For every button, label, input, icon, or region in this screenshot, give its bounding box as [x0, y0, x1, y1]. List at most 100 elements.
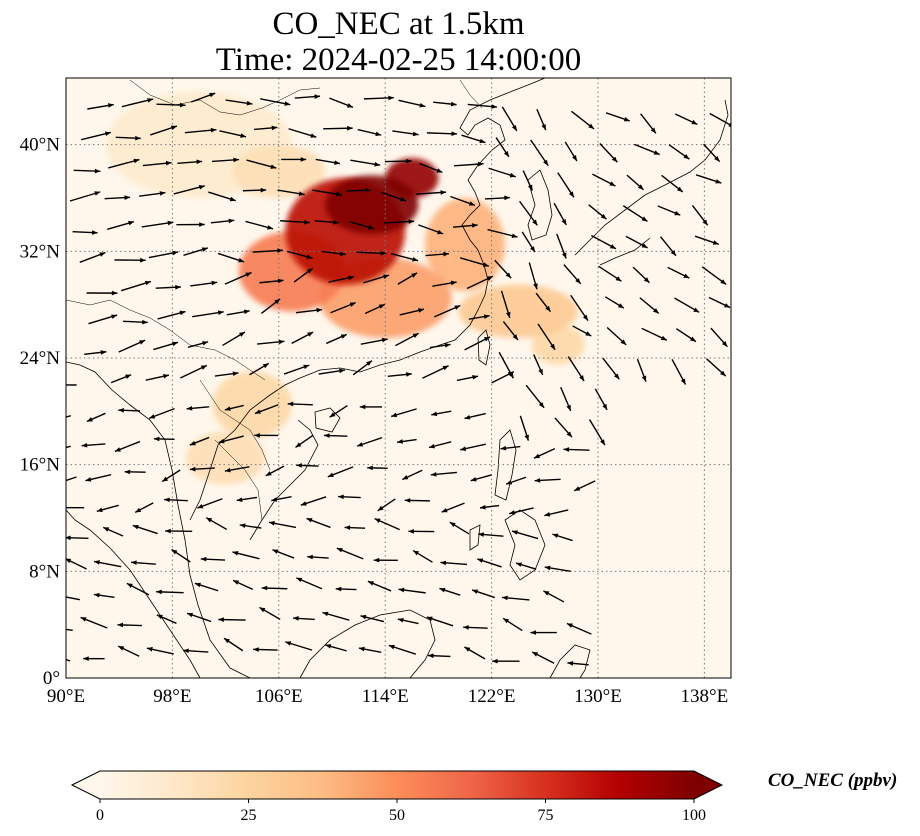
wind-arrow-233 — [107, 220, 135, 230]
wind-arrow-57 — [412, 549, 433, 563]
wind-arrow-22 — [259, 606, 281, 621]
wind-arrow-217 — [217, 252, 245, 263]
wind-arrow-168 — [498, 351, 515, 379]
wind-arrow-246 — [556, 233, 567, 259]
wind-arrow-193 — [710, 327, 728, 348]
wind-arrow-232 — [72, 230, 98, 235]
map-area[interactable] — [44, 77, 734, 679]
wind-arrow-176 — [123, 319, 148, 325]
lon-tick-label-4: 122°E — [468, 686, 516, 707]
wind-arrow-113 — [218, 435, 244, 444]
wind-arrow-277 — [315, 158, 341, 165]
wind-arrow-32 — [66, 596, 80, 601]
wind-arrow-241 — [383, 219, 415, 224]
wind-arrow-221 — [356, 250, 387, 256]
wind-arrow-42 — [398, 587, 426, 594]
wind-arrow-259 — [346, 188, 371, 193]
co-plume-5 — [458, 284, 579, 339]
wind-arrow-287 — [661, 174, 684, 193]
wind-arrow-314 — [294, 94, 321, 99]
wind-arrow-170 — [567, 356, 585, 382]
wind-arrow-52 — [232, 551, 260, 560]
wind-arrow-295 — [288, 128, 317, 138]
wind-arrow-9 — [358, 646, 382, 653]
wind-arrow-326 — [709, 112, 731, 127]
lon-tick-label-1: 98°E — [153, 686, 191, 707]
map-title-line2: Time: 2024-02-25 14:00:00 — [215, 42, 582, 78]
gridlines — [66, 78, 731, 678]
wind-arrow-100 — [327, 466, 354, 478]
wind-arrow-6 — [253, 647, 278, 652]
wind-arrow-303 — [564, 141, 578, 162]
wind-arrow-272 — [142, 160, 172, 167]
wind-arrow-313 — [260, 98, 291, 106]
wind-arrow-56 — [373, 557, 398, 563]
wind-arrow-8 — [325, 644, 347, 652]
wind-arrow-262 — [450, 195, 476, 206]
wind-arrow-62 — [66, 535, 89, 541]
wind-arrow-31 — [566, 622, 592, 635]
wind-arrow-36 — [194, 582, 219, 592]
wind-arrow-111 — [153, 436, 175, 442]
wind-arrow-54 — [307, 554, 329, 560]
wind-arrow-214 — [114, 257, 146, 263]
wind-arrow-290 — [115, 135, 141, 141]
colorbar-extend-min — [72, 771, 100, 799]
wind-arrow-50 — [171, 548, 191, 563]
co-plume-4 — [212, 371, 293, 438]
wind-arrow-225 — [494, 259, 512, 279]
wind-arrow-120 — [460, 443, 486, 451]
wind-arrow-154 — [560, 386, 572, 412]
wind-arrow-11 — [427, 653, 451, 659]
wind-arrow-244 — [487, 228, 518, 238]
wind-arrow-169 — [533, 354, 544, 376]
wind-arrow-41 — [367, 580, 392, 592]
lon-tick-label-5: 130°E — [574, 686, 622, 707]
wind-arrow-82 — [236, 496, 258, 502]
wind-arrow-49 — [130, 560, 156, 566]
wind-arrow-311 — [190, 92, 216, 103]
wind-arrow-90 — [508, 507, 534, 515]
wind-arrow-97 — [224, 466, 250, 473]
wind-arrow-137 — [519, 415, 530, 441]
wind-arrow-177 — [157, 310, 186, 320]
wind-arrow-77 — [66, 506, 85, 509]
wind-arrow-252 — [104, 195, 131, 200]
wind-arrow-118 — [397, 438, 417, 444]
wind-arrow-274 — [211, 157, 240, 163]
wind-arrow-78 — [96, 504, 119, 513]
wind-arrow-234 — [141, 220, 174, 228]
wind-arrow-7 — [285, 641, 313, 651]
wind-arrow-215 — [148, 250, 179, 259]
wind-arrow-21 — [218, 617, 246, 622]
wind-arrow-310 — [156, 102, 186, 108]
wind-arrow-149 — [387, 372, 412, 377]
wind-arrow-140 — [66, 384, 77, 386]
wind-arrow-48 — [93, 560, 122, 568]
wind-arrow-115 — [295, 434, 314, 448]
wind-arrow-194 — [86, 290, 118, 296]
wind-arrow-271 — [108, 158, 140, 169]
wind-arrow-123 — [563, 447, 590, 452]
colorbar: 0 25 50 75 100 — [70, 770, 724, 824]
wind-arrow-199 — [259, 278, 284, 284]
wind-arrow-13 — [492, 658, 520, 664]
wind-arrow-83 — [271, 496, 292, 502]
wind-arrow-129 — [224, 404, 244, 411]
lon-tick-label-2: 106°E — [255, 686, 303, 707]
wind-arrow-218 — [252, 248, 283, 253]
wind-arrow-285 — [592, 173, 616, 187]
colorbar-extend-max — [694, 771, 722, 799]
lat-tick-label-2: 16°N — [20, 455, 61, 476]
lat-tick-label-1: 8°N — [29, 561, 60, 582]
wind-arrow-143 — [180, 364, 208, 379]
wind-arrow-299 — [426, 131, 458, 137]
wind-arrow-298 — [392, 130, 419, 137]
wind-arrow-29 — [502, 617, 523, 632]
wind-arrow-16 — [66, 628, 73, 632]
wind-arrow-124 — [66, 414, 72, 418]
wind-arrow-261 — [415, 190, 447, 195]
co-plume-1 — [185, 431, 266, 485]
wind-arrow-268 — [657, 205, 681, 216]
wind-arrow-2 — [117, 645, 140, 657]
